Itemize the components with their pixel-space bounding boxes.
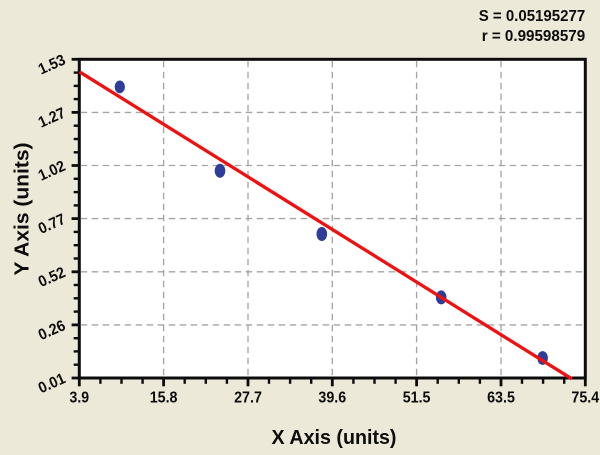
svg-text:39.6: 39.6 [318,390,346,407]
svg-text:75.4: 75.4 [571,390,599,407]
svg-text:27.7: 27.7 [234,390,262,407]
svg-text:X Axis (units): X Axis (units) [272,427,397,449]
svg-text:51.5: 51.5 [403,390,431,407]
svg-text:Y Axis (units): Y Axis (units) [12,143,34,276]
svg-text:r = 0.99598579: r = 0.99598579 [482,28,586,45]
svg-text:S = 0.05195277: S = 0.05195277 [479,8,586,25]
svg-text:15.8: 15.8 [150,390,178,407]
svg-text:63.5: 63.5 [487,390,515,407]
svg-text:3.9: 3.9 [70,390,90,407]
